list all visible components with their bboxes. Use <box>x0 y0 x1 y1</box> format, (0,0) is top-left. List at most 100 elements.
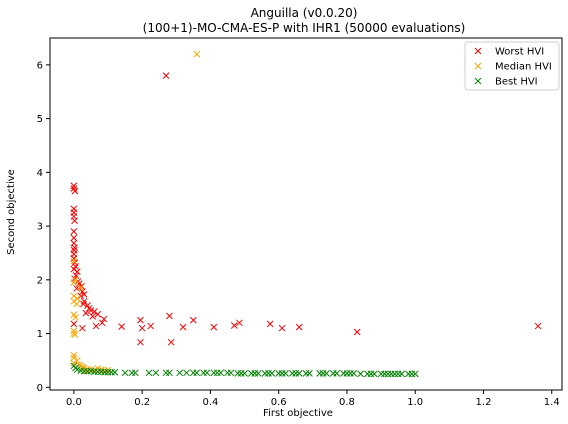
best-hvi-point <box>128 369 136 377</box>
best-hvi-point <box>121 369 129 377</box>
best-hvi-point <box>111 368 119 376</box>
best-hvi-point <box>176 369 184 377</box>
x-tick-label: 1.0 <box>407 397 423 408</box>
best-hvi-point <box>340 369 347 377</box>
median-hvi-point <box>70 327 78 335</box>
worst-hvi-point <box>167 338 175 346</box>
x-axis: 0.0 0.2 0.4 0.6 0.8 1.0 1.2 1.4 <box>66 390 560 408</box>
worst-hvi-point <box>77 292 85 300</box>
best-hvi-point <box>333 369 341 377</box>
worst-hvi-point <box>82 309 90 317</box>
best-hvi-point <box>224 369 231 377</box>
x-tick-label: 0.4 <box>202 397 218 408</box>
best-hvi-point <box>319 369 327 377</box>
best-hvi-point <box>306 369 313 377</box>
data-points <box>70 50 542 378</box>
worst-hvi-point <box>70 234 78 242</box>
worst-hvi-point <box>166 312 173 320</box>
y-tick-label: 3 <box>37 222 43 233</box>
plot-frame <box>49 37 563 391</box>
legend-box <box>464 41 560 91</box>
y-tick-label: 4 <box>37 168 43 179</box>
best-hvi-point <box>193 369 201 377</box>
median-hvi-point <box>70 279 78 286</box>
x-axis-label: First objective <box>263 408 333 419</box>
worst-hvi-point <box>353 328 361 336</box>
worst-hvi-point <box>230 322 238 329</box>
x-tick-label: 1.4 <box>544 397 560 408</box>
best-hvi-point <box>251 369 259 377</box>
best-hvi-point <box>357 370 364 378</box>
worst-hvi-point <box>91 308 98 315</box>
y-axis: 0 1 2 3 4 5 6 <box>37 60 50 394</box>
best-hvi-point <box>248 369 255 377</box>
legend-entry: Worst HVI <box>474 47 544 58</box>
best-hvi-point <box>217 369 225 377</box>
best-hvi-point <box>394 370 402 378</box>
worst-hvi-point <box>179 323 187 331</box>
worst-hvi-point <box>278 324 286 332</box>
legend-label: Best HVI <box>495 77 538 88</box>
best-hvi-point <box>152 369 160 377</box>
best-hvi-point <box>367 370 375 378</box>
best-hvi-point <box>227 369 235 377</box>
best-hvi-point <box>275 369 283 377</box>
worst-hvi-point <box>80 290 88 298</box>
x-tick-label: 0.6 <box>271 397 287 408</box>
legend-entry: Median HVI <box>474 62 552 73</box>
legend-label: Median HVI <box>495 62 552 73</box>
best-hvi-point <box>387 370 395 378</box>
y-tick-label: 1 <box>37 329 43 340</box>
best-hvi-point <box>145 369 153 377</box>
median-hvi-point <box>71 331 79 339</box>
best-hvi-point <box>162 369 170 377</box>
median-hvi-point <box>70 354 78 362</box>
worst-hvi-point <box>71 187 79 195</box>
worst-hvi-point <box>94 310 102 318</box>
worst-hvi-point <box>70 320 78 328</box>
best-hvi-point <box>254 369 262 377</box>
best-hvi-point <box>329 369 337 377</box>
worst-hvi-point <box>71 244 78 251</box>
best-hvi-point <box>381 370 388 378</box>
y-tick-label: 0 <box>37 383 43 394</box>
legend-label: Worst HVI <box>495 47 544 58</box>
best-hvi-point <box>408 370 416 378</box>
worst-hvi-point <box>98 319 106 327</box>
median-hvi-point <box>77 284 85 292</box>
worst-hvi-point <box>137 316 144 324</box>
y-axis-label: Second objective <box>6 169 17 255</box>
worst-hvi-point <box>100 315 108 323</box>
worst-hvi-point <box>236 319 243 327</box>
best-hvi-point <box>200 369 207 377</box>
median-hvi-point <box>70 359 78 367</box>
worst-hvi-point <box>138 324 146 332</box>
best-hvi-point <box>316 369 324 377</box>
worst-hvi-point <box>147 322 155 330</box>
best-hvi-point <box>131 369 139 377</box>
x-tick-label: 0.0 <box>66 397 82 408</box>
best-hvi-point <box>166 369 173 377</box>
worst-hvi-point <box>210 323 218 331</box>
median-hvi-point <box>70 257 78 265</box>
worst-hvi-point <box>190 316 197 324</box>
best-hvi-point <box>237 369 245 377</box>
best-hvi-point <box>405 370 412 378</box>
best-hvi-point <box>210 369 218 377</box>
worst-hvi-point <box>71 217 78 225</box>
best-hvi-point <box>391 370 399 378</box>
best-hvi-point <box>288 369 296 377</box>
median-hvi-point <box>73 300 80 308</box>
best-hvi-point <box>261 369 269 377</box>
best-hvi-point <box>278 369 286 377</box>
worst-hvi-point <box>162 72 170 79</box>
legend-entry: Best HVI <box>474 77 538 88</box>
median-hvi-point <box>70 292 78 300</box>
best-hvi-point <box>398 370 405 378</box>
worst-hvi-point <box>295 323 303 331</box>
best-hvi-point <box>343 369 351 377</box>
best-hvi-point <box>295 369 303 377</box>
median-hvi-point <box>193 50 201 58</box>
best-hvi-point <box>347 369 354 377</box>
best-hvi-point <box>350 369 358 377</box>
